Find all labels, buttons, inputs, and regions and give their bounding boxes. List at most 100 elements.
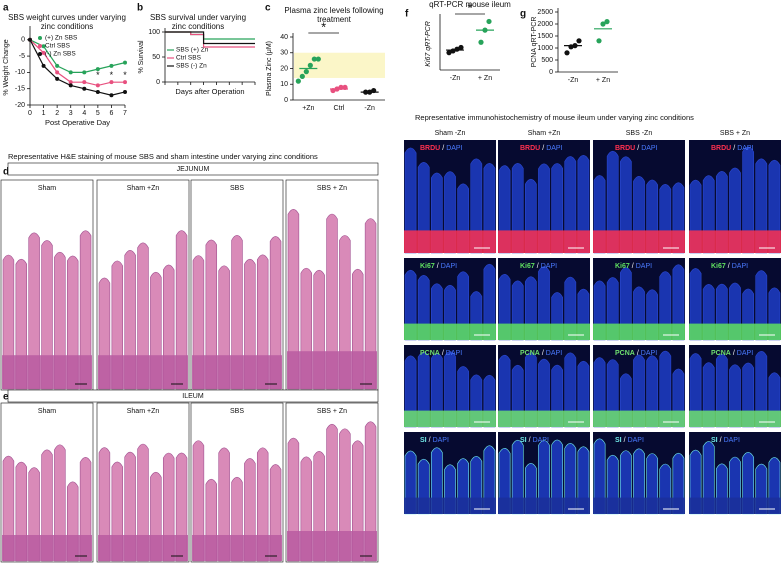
image-base [689,230,781,253]
x-tick-label: Ctrl [334,105,345,112]
panel-letter: g [520,9,526,20]
counterstain-name: DAPI [628,437,644,444]
point [109,63,114,68]
y-tick-label: 0 [156,79,160,86]
villus [124,250,136,390]
villus [364,421,377,562]
y-tick-label: 2000 [537,21,553,28]
image-base [404,410,496,427]
point [123,89,127,94]
villus [768,159,781,254]
point [82,80,87,85]
villus [577,446,590,515]
counterstain-name: DAPI [446,145,462,152]
stain-label: Ki67/DAPI [711,263,748,270]
y-tick-label: 100 [148,29,160,36]
villus [577,360,590,428]
chart-title: SBS survival under varying zinc conditio… [149,13,247,31]
point [295,78,301,84]
y-tick-label: 40 [280,34,288,41]
villus [755,270,768,341]
series-line [29,39,126,73]
marker-name: BRDU [520,145,540,152]
separator: / [529,437,531,444]
villus [339,235,351,390]
column-label: Sham +Zn [127,408,160,415]
annotation: * [321,19,326,34]
villus [702,441,715,515]
point [486,18,492,25]
chart-title: SBS weight curves under varying zinc con… [8,13,126,31]
x-tick-label: 0 [28,110,32,117]
legend-label: SBS (+) Zn [176,47,209,54]
x-tick-label: 1 [42,110,46,117]
marker-name: SI [711,437,718,444]
marker-name: PCNA [711,350,731,357]
villus [417,162,430,254]
villus [287,209,300,390]
villus [351,440,364,562]
section-title: Representative H&E staining of mouse SBS… [8,152,318,161]
stain-label: SI / DAPI [711,437,740,444]
y-tick-label: 500 [541,57,553,64]
villus [205,239,218,390]
villus [659,350,672,428]
x-tick-label: 3 [69,110,73,117]
villus [689,268,702,341]
image-base [498,410,590,427]
panel-letter: f [405,9,409,20]
y-tick-label: 10 [280,81,288,88]
villus [593,357,606,428]
y-axis-label: Ki67 qRT-PCR [425,21,432,67]
villus [404,355,417,428]
series-line [165,31,255,45]
stain-label: Ki67/DAPI [420,263,457,270]
series-line [29,39,125,87]
image-base [593,230,685,253]
villus [404,269,417,341]
counterstain-name: DAPI [641,350,657,357]
point [299,73,305,79]
point [68,80,73,85]
y-tick-label: 30 [280,50,288,57]
stain-label: SI / DAPI [420,437,449,444]
point [458,44,464,51]
villus [593,438,606,515]
marker-name: PCNA [420,350,440,357]
villus [231,235,243,390]
villus [192,440,205,562]
column-label: SBS -Zn [626,130,653,137]
image-base [593,497,685,514]
counterstain-name: DAPI [732,263,748,270]
villus [646,355,659,428]
point [55,70,60,75]
villus [430,353,443,428]
y-tick-label: 2500 [537,9,553,16]
villus [689,353,702,428]
counterstain-name: DAPI [737,145,753,152]
x-tick-label: + Zn [596,77,610,84]
x-tick-label: 2 [55,110,59,117]
villus [162,452,175,562]
image-base [404,497,496,514]
villus [41,449,53,562]
column-label: SBS [230,408,244,415]
separator: / [728,263,730,270]
x-tick-label: +Zn [302,105,314,112]
y-tick-label: 0 [549,69,553,76]
villus [41,240,53,390]
column-label: Sham -Zn [435,130,466,137]
section-name: JEJUNUM [177,166,210,173]
villus [326,423,338,562]
point [564,50,570,56]
image-base [192,355,282,389]
y-tick-label: -15 [15,86,25,93]
legend-label: (-) Zn SBS [45,51,76,58]
counterstain-name: DAPI [546,350,562,357]
stain-label: BRDU / DAPI [615,145,658,152]
villus [256,447,269,562]
separator: / [624,437,626,444]
counterstain-name: DAPI [446,350,462,357]
panel-letter: a [3,3,9,14]
villus [606,150,619,254]
